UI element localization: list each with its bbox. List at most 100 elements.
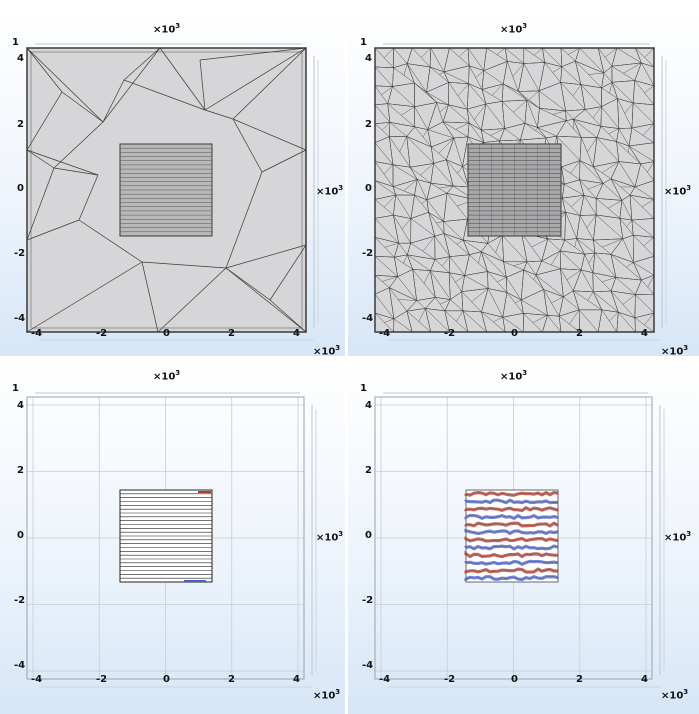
mesh-edge	[503, 261, 524, 271]
mesh-edge	[515, 299, 522, 304]
mesh-edge	[505, 47, 524, 64]
x-tick: -4	[31, 328, 43, 339]
mesh-edge	[407, 63, 427, 93]
mesh-edge	[418, 308, 426, 322]
mesh-edge	[425, 308, 450, 333]
mesh-edge	[434, 236, 450, 257]
mesh-edge	[580, 84, 602, 107]
mesh-edge	[232, 118, 307, 151]
mesh-edge	[425, 92, 427, 93]
mesh-edge	[421, 199, 428, 204]
mesh-edge	[578, 309, 599, 333]
mesh-edge	[634, 317, 655, 333]
mesh-edge	[414, 106, 428, 130]
mesh-edge	[457, 166, 463, 174]
y-axis-multiplier-right: ×103	[664, 184, 692, 198]
mesh-edge	[512, 63, 524, 77]
mesh-edge	[565, 110, 574, 120]
mesh-edge	[601, 161, 620, 173]
x-tick: 0	[163, 328, 170, 339]
mesh-edge	[481, 311, 506, 333]
mesh-edge	[504, 128, 521, 141]
mesh-edge	[644, 312, 655, 326]
mesh-edge	[422, 236, 435, 252]
outer-domain-inner	[30, 51, 303, 329]
mesh-edge	[374, 85, 388, 104]
mesh-edge	[596, 214, 623, 239]
mesh-edge	[526, 99, 538, 128]
mesh-edge	[587, 137, 598, 153]
fine-mesh-view[interactable]: ×103 ×103 ×103 1 4 2 0 -2 -4 -4 -2 0 2 4	[348, 10, 699, 356]
mesh-edge	[123, 79, 206, 111]
mesh-edge	[389, 136, 411, 168]
mesh-edge	[374, 180, 396, 196]
mesh-edge	[199, 47, 307, 61]
x-axis-multiplier-top: ×103	[500, 369, 528, 383]
mesh-edge	[601, 106, 620, 129]
mesh-edge	[459, 47, 469, 58]
y-tick: 2	[17, 119, 24, 130]
y-tick: -4	[362, 313, 374, 324]
mesh-edge	[588, 252, 596, 264]
mesh-edge	[199, 59, 206, 111]
mesh-edge	[485, 103, 505, 129]
mesh-edge	[449, 256, 465, 276]
mesh-edge	[587, 291, 594, 301]
mesh-edge	[474, 103, 487, 120]
mesh-edge	[628, 145, 655, 162]
mesh-edge	[506, 277, 522, 301]
mesh-edge	[626, 219, 633, 227]
mesh-edge	[26, 149, 55, 169]
mesh-edge	[443, 221, 464, 241]
mesh-edge	[497, 277, 507, 283]
mesh-edge	[374, 218, 399, 244]
mesh-edge	[159, 47, 206, 111]
mesh-edge	[384, 47, 394, 59]
mesh-edge	[141, 261, 227, 269]
mesh-edge	[551, 296, 564, 304]
mesh-edge	[571, 195, 585, 207]
mesh-edge	[634, 186, 655, 200]
x-axis-multiplier-bottom: ×103	[661, 344, 689, 356]
mesh-edge	[78, 219, 143, 263]
mesh-edge	[547, 315, 562, 333]
mesh-edge	[398, 299, 417, 301]
field-contour	[465, 522, 559, 527]
mesh-edge	[616, 141, 641, 165]
mesh-edge	[382, 276, 398, 282]
mesh-edge	[535, 127, 538, 131]
field-contour	[465, 515, 559, 519]
mesh-edge	[534, 47, 543, 56]
x-tick: 2	[576, 328, 583, 339]
mesh-edge	[635, 294, 655, 314]
geometry-layers-view[interactable]: ×103 ×103 ×103 1 4 2 0 -2 -4 -4 -2 0 2 4	[0, 359, 345, 714]
mesh-edge	[407, 254, 431, 271]
mesh-edge	[204, 109, 234, 120]
mesh-edge	[607, 200, 623, 209]
coarse-mesh-view[interactable]: ×103 ×103 ×103 1 4 2 0 -2 -4 -4 -2 0 2 4	[0, 10, 345, 356]
y-tick: 2	[17, 465, 24, 476]
mesh-edge	[409, 167, 431, 184]
field-plot-canvas	[374, 392, 665, 688]
mesh-edge	[232, 118, 263, 173]
mesh-edge	[374, 312, 394, 333]
mesh-edge	[389, 122, 407, 137]
mesh-edge	[592, 106, 602, 119]
mesh-edge	[622, 238, 634, 263]
mesh-edge	[563, 296, 580, 311]
mesh-edge	[604, 47, 617, 58]
mesh-edge	[569, 309, 580, 325]
mesh-edge	[395, 194, 412, 219]
mesh-edge	[439, 71, 445, 75]
mesh-edge	[593, 239, 612, 255]
mesh-edge	[521, 232, 542, 262]
mesh-edge	[384, 194, 396, 208]
mesh-edge	[642, 123, 655, 136]
mesh-edge	[393, 47, 408, 64]
mesh-edge	[574, 238, 577, 248]
mesh-edge	[501, 101, 526, 124]
mesh-edge	[542, 47, 562, 67]
x-tick: -4	[379, 674, 391, 685]
field-plot-view[interactable]: ×103 ×103 ×103 1 4 2 0 -2 -4 -4 -2 0 2 4	[348, 359, 699, 714]
mesh-edge	[428, 212, 445, 234]
